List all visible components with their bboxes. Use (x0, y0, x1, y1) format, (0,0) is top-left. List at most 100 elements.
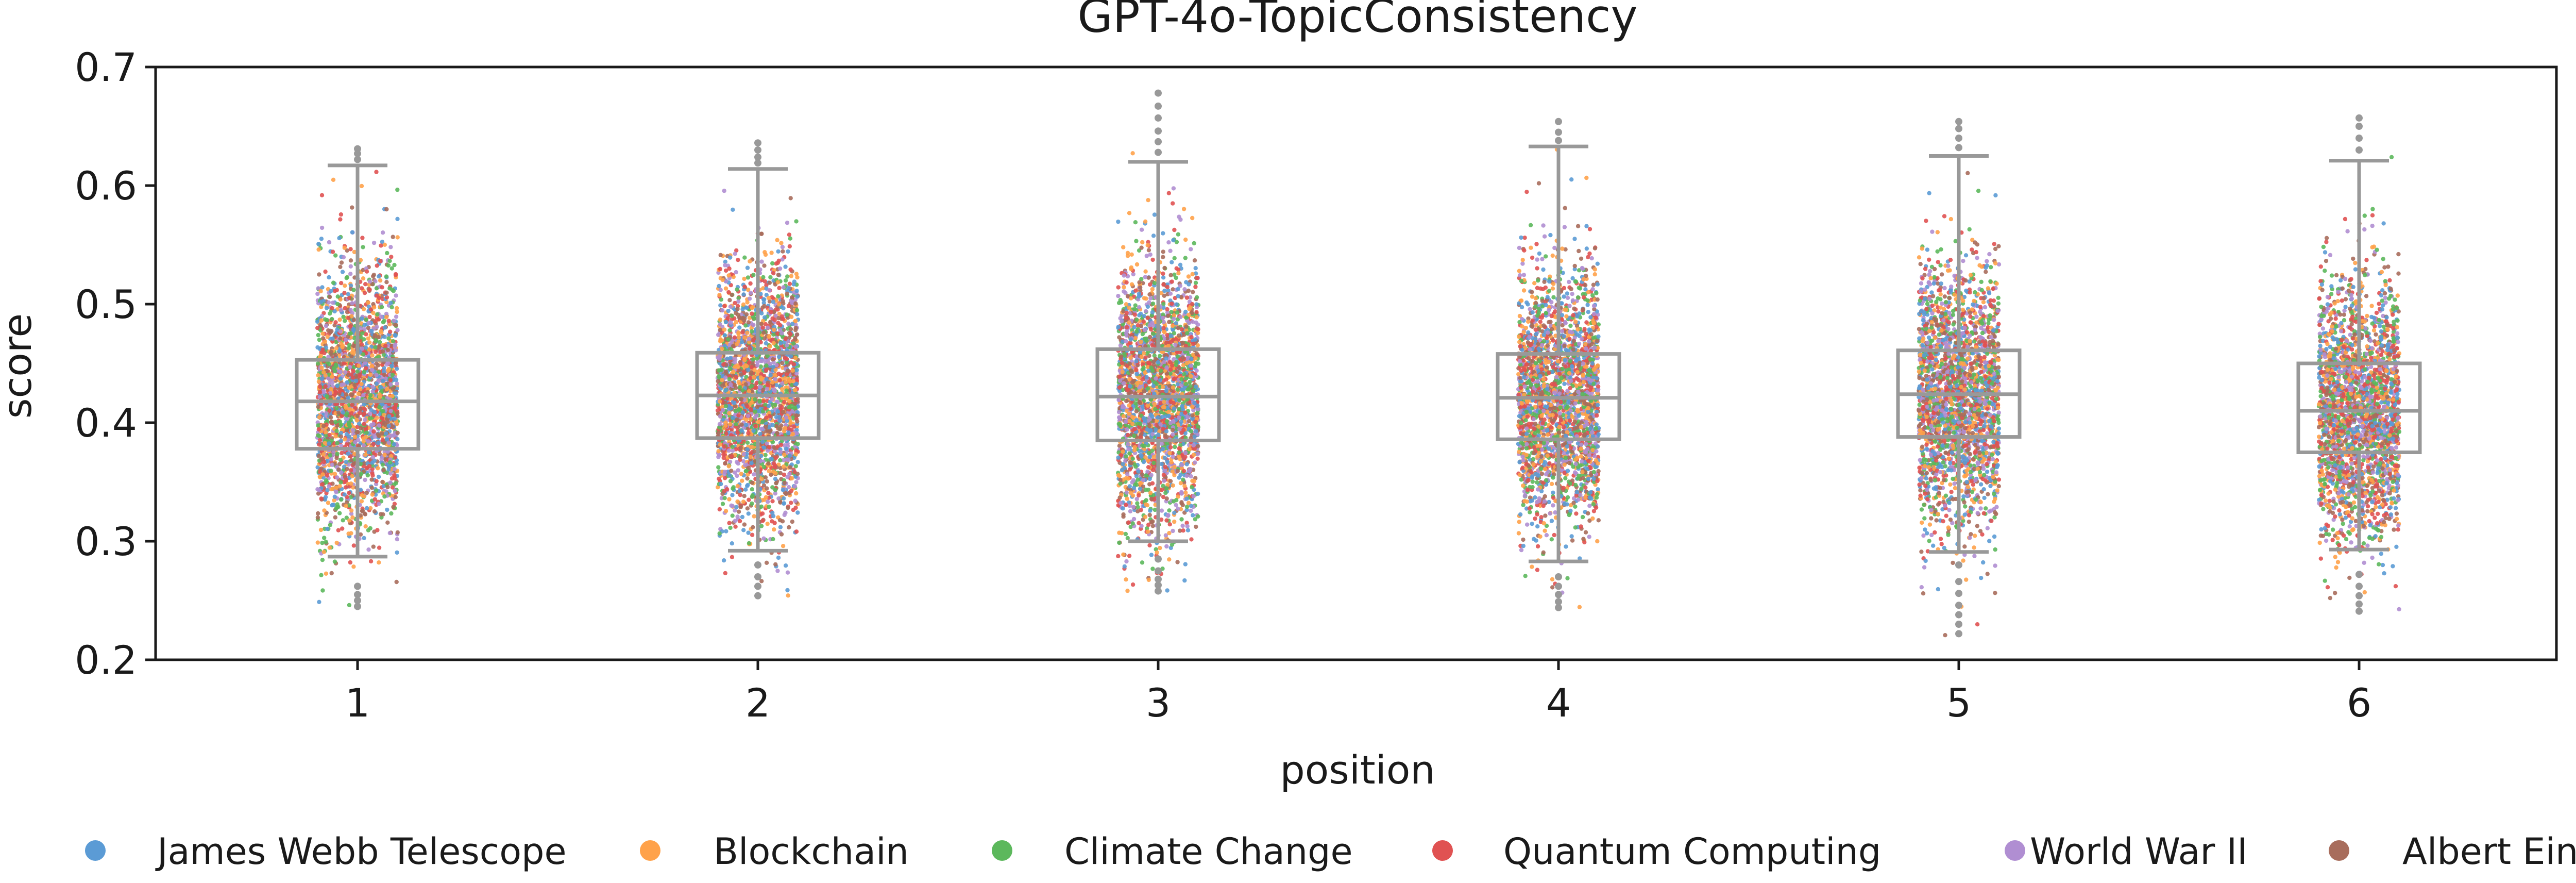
strip-point (751, 357, 756, 362)
strip-point (378, 340, 382, 344)
strip-point (722, 472, 727, 476)
strip-point (350, 350, 354, 355)
strip-point (320, 347, 325, 352)
strip-point (316, 247, 321, 252)
strip-point (323, 269, 328, 274)
strip-point (341, 255, 346, 260)
strip-point (789, 489, 794, 493)
strip-point (324, 540, 328, 544)
strip-point (378, 278, 383, 283)
strip-point (723, 423, 728, 428)
strip-point (778, 458, 783, 463)
strip-point (725, 316, 730, 321)
strip-point (718, 338, 723, 342)
strip-point (391, 433, 396, 438)
strip-point (332, 494, 337, 499)
strip-point (789, 314, 794, 319)
strip-point (721, 558, 726, 563)
strip-point (775, 431, 779, 436)
strip-point (736, 258, 740, 262)
strip-point (742, 522, 747, 527)
strip-point (773, 562, 778, 567)
strip-point (749, 445, 754, 449)
strip-point (795, 419, 800, 424)
strip-point (766, 461, 771, 466)
strip-point (774, 481, 778, 486)
strip-point (770, 380, 775, 385)
strip-point (1147, 512, 1152, 518)
strip-point (335, 384, 340, 388)
strip-point (338, 336, 343, 341)
strip-point (332, 289, 337, 293)
strip-point (767, 445, 772, 449)
strip-point (386, 263, 391, 268)
strip-point (740, 478, 744, 483)
strip-point (329, 571, 334, 576)
strip-point (784, 372, 789, 377)
strip-point (363, 282, 368, 287)
strip-point (315, 465, 320, 470)
strip-point (783, 510, 788, 515)
strip-point (759, 524, 764, 528)
strip-point (386, 319, 391, 323)
strip-point (342, 492, 347, 497)
strip-point (366, 336, 370, 341)
strip-point (389, 363, 394, 369)
strip-point (368, 559, 374, 564)
strip-point (717, 357, 722, 361)
strip-point (783, 337, 788, 341)
strip-point (727, 328, 732, 332)
strip-point (720, 408, 725, 412)
strip-point (786, 249, 790, 254)
strip-point (332, 559, 337, 564)
strip-point (372, 333, 377, 338)
strip-point (366, 300, 370, 305)
strip-point (791, 507, 796, 512)
strip-point (737, 385, 742, 390)
strip-point (329, 289, 333, 293)
strip-point (347, 603, 352, 608)
strip-point (365, 473, 370, 478)
strip-point (728, 304, 733, 309)
strip-point (319, 573, 324, 577)
strip-point (346, 292, 351, 296)
strip-point (371, 240, 377, 245)
strip-point (377, 423, 382, 428)
strip-point (374, 381, 379, 386)
strip-point (788, 354, 793, 359)
strip-point (718, 318, 723, 322)
strip-point (786, 431, 791, 436)
strip-point (352, 382, 357, 388)
strip-point (343, 319, 347, 323)
strip-point (733, 524, 738, 529)
strip-point (380, 431, 384, 436)
strip-point (392, 416, 397, 421)
strip-point (319, 376, 325, 381)
strip-point (393, 489, 397, 493)
strip-point (384, 315, 389, 320)
strip-point (359, 426, 363, 431)
strip-point (732, 360, 737, 365)
strip-point (359, 184, 364, 189)
strip-point (315, 540, 320, 545)
strip-point (751, 428, 756, 433)
strip-point (742, 255, 747, 260)
strip-point (755, 405, 760, 409)
strip-point (789, 427, 794, 432)
strip-point (395, 235, 400, 240)
strip-point (381, 320, 386, 325)
strip-point (783, 380, 788, 385)
strip-point (339, 471, 344, 475)
strip-point (386, 440, 391, 445)
strip-point (785, 221, 790, 225)
strip-point (388, 245, 393, 249)
strip-point (343, 404, 348, 408)
strip-point (787, 472, 792, 476)
strip-point (347, 342, 352, 347)
strip-point (368, 393, 373, 397)
strip-point (377, 452, 382, 456)
strip-point (723, 509, 728, 513)
strip-point (768, 373, 773, 378)
strip-point (391, 424, 395, 429)
strip-point (788, 236, 793, 241)
